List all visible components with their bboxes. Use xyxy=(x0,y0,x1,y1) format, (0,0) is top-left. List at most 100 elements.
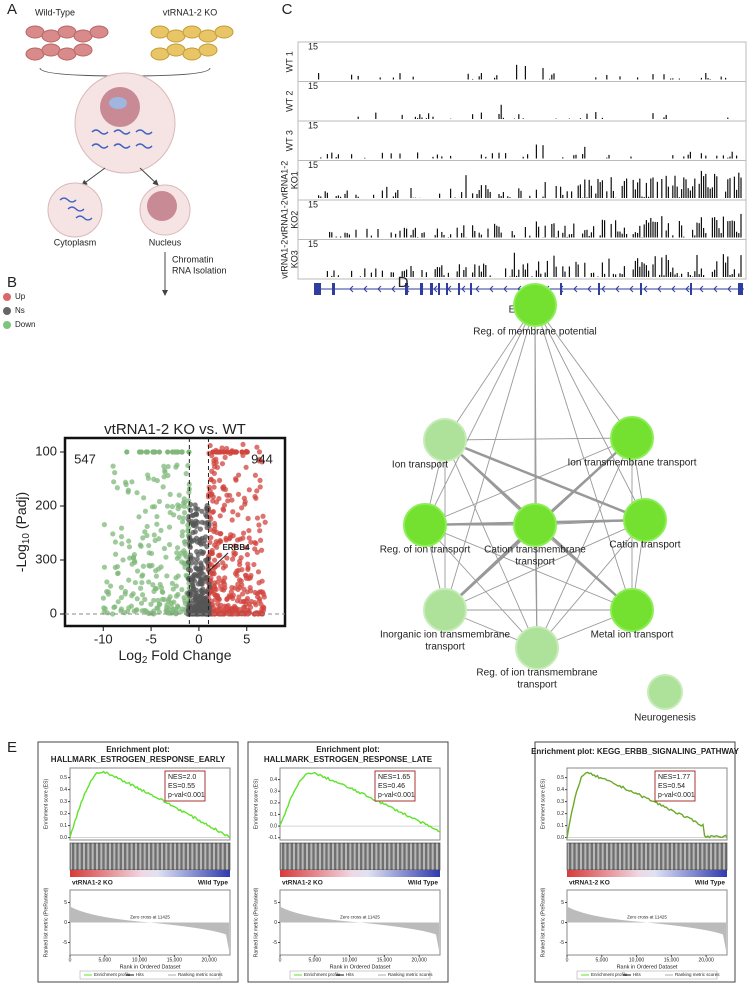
step-label: Chromatin xyxy=(172,254,214,264)
point xyxy=(248,598,255,605)
coverage-bar xyxy=(551,223,553,238)
track-scale: 15 xyxy=(308,239,318,249)
point xyxy=(248,572,254,579)
point xyxy=(210,498,216,504)
point xyxy=(246,535,252,541)
cell-icon xyxy=(89,25,109,39)
arrow xyxy=(139,167,159,186)
point xyxy=(160,484,166,490)
point xyxy=(204,507,210,514)
strand-arrow xyxy=(629,285,634,293)
point xyxy=(120,557,126,563)
exon xyxy=(738,283,743,295)
point xyxy=(136,514,142,520)
coverage-bar xyxy=(667,186,669,198)
point xyxy=(173,610,179,617)
coverage-bar xyxy=(562,232,564,238)
coverage-bar xyxy=(672,185,674,198)
point xyxy=(244,595,251,602)
point xyxy=(254,591,261,597)
coverage-bar xyxy=(705,155,707,159)
point xyxy=(118,594,124,601)
coverage-bar xyxy=(617,231,619,238)
point xyxy=(228,532,234,538)
point xyxy=(111,479,117,485)
coverage-bar xyxy=(544,182,546,198)
coverage-bar xyxy=(661,178,663,198)
x-axis-label-rest: Fold Change xyxy=(147,647,231,663)
track-name: KO3 xyxy=(289,250,299,268)
coverage-bar xyxy=(632,179,634,198)
step-label: Nucleus xyxy=(149,237,182,247)
point xyxy=(200,549,207,555)
point xyxy=(146,562,152,569)
exon xyxy=(332,283,335,295)
coverage-bar xyxy=(696,222,698,238)
coverage-bar xyxy=(623,227,625,238)
coverage-bar xyxy=(678,78,680,80)
point xyxy=(193,564,199,571)
point xyxy=(171,512,177,518)
coverage-bar xyxy=(659,274,661,277)
x-tick-label: -10 xyxy=(94,631,113,646)
point xyxy=(258,609,264,615)
coverage-bar xyxy=(707,187,709,198)
coverage-bar xyxy=(472,114,474,119)
coverage-bar xyxy=(731,151,733,159)
point xyxy=(257,477,263,483)
point xyxy=(220,486,227,492)
coverage-bar xyxy=(700,170,702,198)
coverage-bar xyxy=(377,228,379,238)
point xyxy=(161,463,167,469)
coverage-bar xyxy=(399,153,401,159)
legend-label: Ns xyxy=(15,306,25,315)
point xyxy=(228,589,234,595)
coverage-bar xyxy=(665,114,667,119)
strand-arrow xyxy=(587,285,592,293)
coverage-bar xyxy=(331,275,333,277)
coverage-bar xyxy=(689,190,691,198)
coverage-bar xyxy=(562,266,564,277)
x-axis-label: Rank in Ordered Dataset xyxy=(617,964,678,970)
coverage-bar xyxy=(531,276,533,277)
stat-label: NES=1.77 xyxy=(658,774,690,781)
point xyxy=(224,607,231,613)
coverage-bar xyxy=(652,221,654,238)
network-edge xyxy=(444,304,536,441)
coverage-bar xyxy=(410,235,412,238)
point xyxy=(243,573,249,579)
y-axis-label-main: -Log xyxy=(13,544,29,572)
strand-arrow xyxy=(657,285,662,293)
point xyxy=(238,578,244,584)
coverage-bar xyxy=(641,262,643,277)
point xyxy=(179,533,185,539)
strand-arrow xyxy=(377,285,382,293)
coverage-bar xyxy=(698,223,700,238)
cell-icon xyxy=(198,29,218,43)
coverage-bar xyxy=(337,154,339,159)
coverage-bar xyxy=(344,193,346,198)
coverage-bar xyxy=(579,184,581,198)
point xyxy=(146,542,152,549)
coverage-bar xyxy=(674,274,676,277)
point xyxy=(198,541,204,547)
coverage-bar xyxy=(612,190,614,198)
coverage-bar xyxy=(703,227,705,238)
legend-label: Ranking metric scores xyxy=(388,972,433,977)
coverage-bar xyxy=(714,217,716,238)
y-tick-label: 0.5 xyxy=(557,775,564,781)
coverage-bar xyxy=(346,232,348,238)
coverage-bar xyxy=(700,77,702,80)
cell-icon xyxy=(25,25,45,39)
point xyxy=(216,575,222,581)
coverage-bar xyxy=(593,226,595,238)
point xyxy=(101,564,108,570)
point xyxy=(172,449,178,455)
point xyxy=(185,591,192,597)
point xyxy=(258,547,265,553)
point xyxy=(229,497,235,503)
point xyxy=(239,449,245,455)
network-edge xyxy=(444,437,633,441)
coverage-bar xyxy=(434,235,436,238)
coverage-bar xyxy=(637,77,639,80)
